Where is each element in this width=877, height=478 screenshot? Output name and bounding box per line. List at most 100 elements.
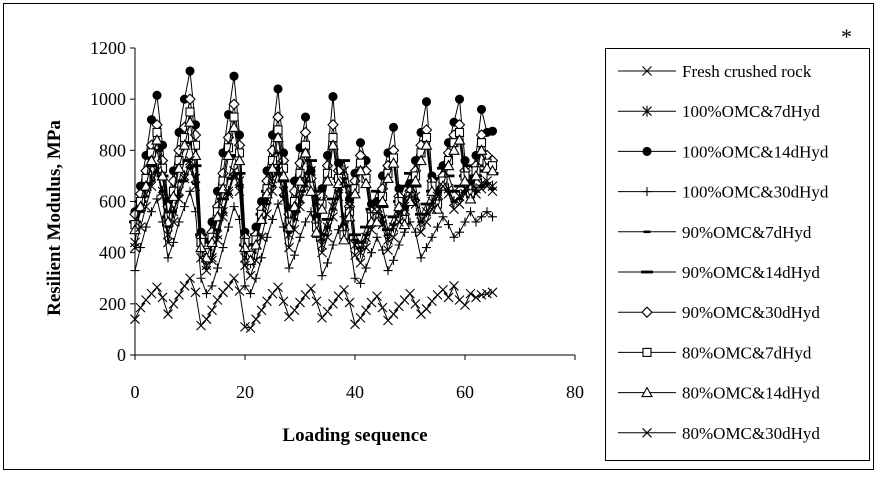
legend-item: 90%OMC&14dHyd	[618, 263, 820, 282]
data-point	[323, 258, 332, 268]
data-point	[240, 260, 250, 271]
data-point	[190, 140, 201, 150]
data-point	[415, 154, 427, 166]
data-point	[477, 212, 486, 222]
data-point	[211, 210, 224, 222]
legend-item: 80%OMC&14dHyd	[618, 384, 820, 403]
data-point	[141, 295, 151, 305]
data-point	[152, 90, 162, 100]
data-point	[399, 295, 410, 305]
legend-item: 90%OMC&7dHyd	[618, 223, 812, 242]
data-point	[135, 222, 146, 232]
legend-marker	[642, 105, 652, 117]
data-point	[201, 265, 212, 276]
legend-label: 90%OMC&7dHyd	[682, 223, 812, 242]
data-point	[251, 255, 261, 266]
data-point	[178, 139, 191, 150]
data-point	[387, 156, 400, 168]
data-point	[376, 195, 389, 207]
data-point	[322, 232, 333, 243]
data-point	[174, 194, 184, 204]
data-point	[207, 305, 217, 316]
data-point	[317, 313, 327, 323]
data-point	[410, 298, 421, 309]
legend-marker	[641, 306, 653, 318]
legend-marker	[642, 347, 652, 357]
data-point	[476, 104, 487, 114]
data-point	[449, 232, 459, 242]
data-point	[405, 288, 415, 299]
legend-item: 100%OMC&30dHyd	[618, 183, 829, 202]
data-point	[422, 243, 431, 253]
data-point	[383, 245, 393, 255]
data-point	[300, 112, 311, 122]
legend-label: 100%OMC&14dHyd	[682, 142, 829, 161]
legend-label: 100%OMC&30dHyd	[682, 183, 829, 202]
x-tick-label: 20	[236, 382, 254, 402]
data-point	[355, 313, 366, 323]
data-point	[147, 207, 156, 217]
data-point	[383, 315, 393, 326]
data-point	[234, 286, 245, 296]
data-point	[328, 92, 338, 102]
data-point	[245, 323, 256, 334]
data-point	[184, 116, 196, 127]
data-point	[344, 201, 355, 212]
data-point	[273, 282, 283, 293]
data-point	[185, 155, 195, 166]
data-point	[486, 164, 499, 176]
data-point	[398, 218, 411, 230]
data-point	[222, 149, 235, 160]
data-point	[146, 288, 157, 299]
data-point	[454, 199, 465, 209]
legend-item: 100%OMC&14dHyd	[618, 142, 829, 161]
data-point	[476, 289, 487, 300]
data-point	[339, 176, 349, 186]
data-point	[481, 162, 493, 173]
data-point	[328, 240, 338, 250]
legend: Fresh crushed rock 100%OMC&7dHyd 100%OMC&1…	[605, 48, 870, 461]
data-point	[464, 192, 477, 204]
data-point	[327, 139, 339, 150]
data-point	[488, 212, 497, 222]
data-point	[239, 241, 251, 253]
data-point	[431, 203, 444, 214]
data-point	[185, 186, 195, 196]
y-tick-label: 400	[99, 243, 126, 263]
data-point	[465, 288, 476, 299]
data-point	[399, 201, 410, 212]
data-point	[299, 146, 312, 158]
x-tick-label: 40	[346, 382, 364, 402]
data-point	[229, 71, 239, 81]
data-point	[305, 185, 317, 196]
data-point	[360, 177, 372, 189]
legend-label: 90%OMC&30dHyd	[682, 303, 820, 322]
data-point	[185, 273, 195, 284]
data-point	[356, 278, 365, 288]
data-point	[438, 284, 448, 295]
data-point	[311, 296, 322, 307]
data-point	[168, 298, 179, 309]
data-point	[301, 217, 310, 227]
data-point	[156, 169, 169, 181]
legend-label: 80%OMC&30dHyd	[682, 424, 820, 443]
data-point	[389, 255, 398, 265]
data-point	[267, 186, 278, 197]
x-tick-label: 0	[131, 382, 140, 402]
data-point	[190, 287, 201, 298]
data-point	[487, 287, 498, 298]
data-point	[250, 238, 262, 250]
data-point	[354, 164, 367, 176]
data-point	[361, 242, 371, 253]
data-point	[212, 234, 223, 245]
data-point	[438, 181, 448, 192]
data-point	[196, 252, 206, 263]
data-point	[421, 217, 432, 227]
x-tick-label: 60	[456, 382, 474, 402]
data-point	[202, 289, 211, 299]
data-point	[420, 139, 433, 150]
data-point	[295, 297, 305, 308]
y-axis-title: Resilient Modulus, MPa	[44, 120, 65, 316]
data-point	[344, 297, 355, 308]
